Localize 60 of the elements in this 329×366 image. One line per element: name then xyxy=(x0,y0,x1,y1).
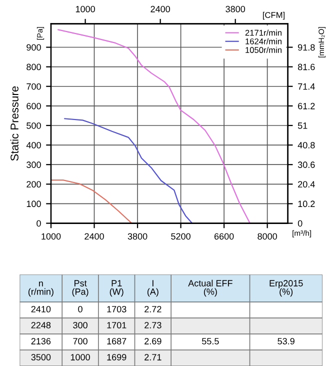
y-tick-label: 0 xyxy=(36,220,41,227)
text: 300 xyxy=(73,322,88,328)
text: 2.73 xyxy=(144,322,162,328)
y-tick-label: 700 xyxy=(26,83,41,90)
text: 55.5 xyxy=(202,338,219,344)
text: 2136 xyxy=(31,338,51,344)
y-tick-label: 600 xyxy=(26,102,41,110)
x-tick-label: 3800 xyxy=(128,233,148,240)
text: n (r/min) xyxy=(28,281,54,297)
line-series xyxy=(51,179,132,224)
y2-tick-label: 61.2 xyxy=(298,102,315,110)
y2-tick-label: 30.6 xyxy=(298,162,315,168)
text: Pst (Pa) xyxy=(72,280,88,297)
text: 1687 xyxy=(107,338,126,344)
y-tick-label: 300 xyxy=(26,162,41,168)
legend-label: 1050r/min xyxy=(246,46,282,53)
x-tick-label: 8000 xyxy=(258,233,278,240)
y-tick-label: 900 xyxy=(26,44,41,51)
y2-tick-label: 10.2 xyxy=(298,200,315,208)
y-tick-label: 800 xyxy=(26,64,41,70)
y2-tick-label: 91.8 xyxy=(298,44,315,51)
text: Erp2015 (%) xyxy=(270,280,303,297)
line-series xyxy=(64,118,193,224)
y2-tick-label: 51 xyxy=(298,122,308,129)
x-tick-label: 1000 xyxy=(42,233,61,240)
text: 1000 xyxy=(70,354,90,360)
text: Actual EFF (%) xyxy=(188,280,232,297)
text: 2.69 xyxy=(144,338,162,344)
y2-tick-label: 40.8 xyxy=(298,142,315,148)
legend-label: 2171r/min xyxy=(245,30,282,36)
y-axis-title: Static Pressure xyxy=(10,86,18,161)
y2-tick-label: 0 xyxy=(298,220,302,227)
x2-tick-label: 3800 xyxy=(226,6,246,12)
text: 1699 xyxy=(107,354,126,360)
legend-label: 1624r/min xyxy=(246,38,282,44)
text: P1 (W) xyxy=(110,280,124,297)
text: 2410 xyxy=(31,306,51,312)
text: 0 xyxy=(78,306,82,312)
x2-axis-title: [CFM] xyxy=(263,12,285,20)
x-tick-label: 6600 xyxy=(214,233,234,240)
y2-tick-label: 71.4 xyxy=(298,83,315,90)
x2-tick-label: 2400 xyxy=(150,6,170,12)
y-tick-label: 400 xyxy=(26,142,41,148)
text: 2.71 xyxy=(144,354,162,360)
y-tick-label: 200 xyxy=(26,181,41,188)
y-tick-label: 100 xyxy=(26,200,41,208)
text: 2248 xyxy=(31,322,51,328)
text: 3500 xyxy=(31,354,51,360)
text: 2.72 xyxy=(144,306,162,312)
x-tick-label: 5200 xyxy=(171,233,190,240)
text: 700 xyxy=(73,338,88,344)
x-tick-label: 2400 xyxy=(84,233,104,240)
text: 1701 xyxy=(107,322,126,328)
y2-tick-label: 81.6 xyxy=(298,64,315,70)
text: I (A) xyxy=(147,280,158,297)
y2-tick-label: 20.4 xyxy=(298,181,315,188)
y-tick-label: 500 xyxy=(26,122,41,129)
text: 53.9 xyxy=(278,338,294,344)
x2-tick-label: 1000 xyxy=(76,6,95,12)
text: 1703 xyxy=(107,306,126,312)
